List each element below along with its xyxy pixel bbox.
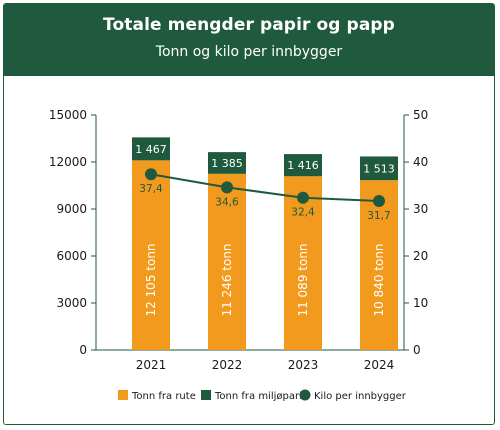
y-right-tick-label: 30	[413, 202, 428, 216]
x-tick-label: 2023	[288, 358, 319, 372]
kilo-point-label: 31,7	[367, 210, 390, 222]
y-left-tick-label: 9000	[56, 202, 87, 216]
bar-rute-label: 11 089 tonn	[296, 243, 310, 316]
y-left-tick-label: 6000	[56, 249, 87, 263]
chart-subtitle: Tonn og kilo per innbygger	[155, 44, 343, 60]
y-left-tick-label: 12000	[49, 155, 87, 169]
kilo-point-label: 32,4	[291, 207, 315, 219]
y-right-tick-label: 10	[413, 296, 428, 310]
y-left-tick-label: 0	[79, 343, 87, 357]
y-right-tick-label: 0	[413, 343, 421, 357]
legend-label-rute: Tonn fra rute	[131, 391, 196, 402]
bar-rute	[284, 176, 322, 350]
legend-label-kilo: Kilo per innbygger	[314, 391, 407, 402]
bar-miljopark	[208, 152, 246, 174]
y-right-tick-label: 40	[413, 155, 428, 169]
bar-miljopark-label: 1 385	[211, 157, 243, 170]
bar-rute-label: 11 246 tonn	[220, 243, 234, 316]
legend-swatch-miljopark	[201, 390, 211, 400]
chart-header: Totale mengder papir og papp Tonn og kil…	[4, 4, 494, 76]
kilo-point	[145, 168, 157, 181]
x-tick-label: 2022	[212, 358, 243, 372]
kilo-point	[221, 181, 233, 194]
legend-swatch-rute	[118, 390, 128, 400]
bar-miljopark	[132, 137, 170, 161]
y-left-tick-label: 15000	[49, 108, 87, 122]
kilo-point-label: 34,6	[215, 196, 239, 208]
bar-miljopark	[284, 154, 322, 177]
bar-rute-label: 12 105 tonn	[144, 243, 158, 316]
kilo-point	[373, 195, 385, 208]
bar-rute-label: 10 840 tonn	[372, 243, 386, 316]
chart-frame: Totale mengder papir og papp Tonn og kil…	[3, 3, 495, 425]
x-tick-label: 2021	[136, 358, 167, 372]
bar-rute	[132, 160, 170, 350]
bar-rute	[360, 180, 398, 350]
bar-rute	[208, 173, 246, 350]
legend-marker-kilo	[299, 389, 311, 401]
legend-label-miljopark: Tonn fra miljøpark	[214, 391, 305, 402]
bar-miljopark	[360, 156, 398, 181]
y-right-tick-label: 50	[413, 108, 428, 122]
kilo-point	[297, 191, 309, 204]
bar-miljopark-label: 1 513	[363, 162, 395, 175]
kilo-point-label: 37,4	[139, 183, 163, 195]
bar-miljopark-label: 1 416	[287, 159, 319, 172]
y-left-tick-label: 3000	[56, 296, 87, 310]
kilo-line	[150, 173, 380, 203]
chart-title: Totale mengder papir og papp	[103, 15, 395, 35]
bar-miljopark-label: 1 467	[135, 143, 167, 156]
y-right-tick-label: 20	[413, 249, 428, 263]
x-tick-label: 2024	[364, 358, 395, 372]
